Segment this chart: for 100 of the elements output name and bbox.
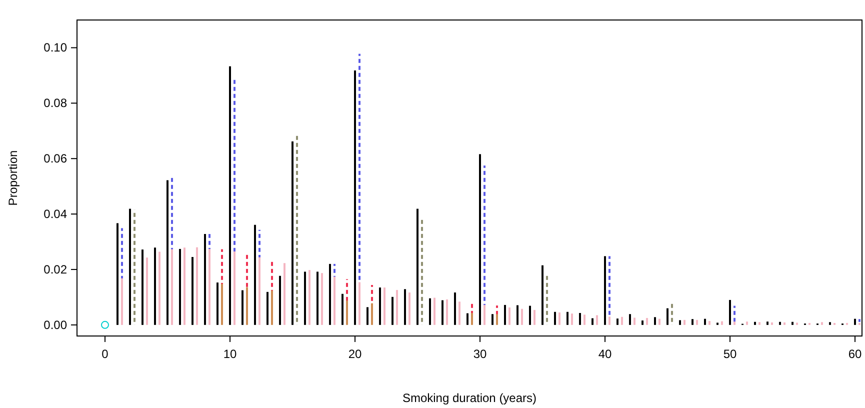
bar [158, 252, 160, 325]
bar [192, 257, 194, 325]
bar [471, 312, 473, 325]
bar [658, 318, 660, 325]
bar [646, 318, 648, 325]
bar [208, 248, 210, 325]
bar [479, 154, 481, 325]
bar [784, 322, 786, 325]
bar [492, 314, 494, 325]
bar [629, 314, 631, 325]
bar [129, 208, 131, 325]
y-tick-label: 0.08 [44, 96, 68, 110]
bar [721, 321, 723, 325]
bar [579, 312, 581, 325]
bar [671, 302, 673, 325]
bar [242, 290, 244, 325]
x-tick-label: 40 [598, 347, 612, 361]
bar [116, 223, 118, 325]
bar [416, 208, 418, 325]
bar [196, 247, 198, 325]
bar [454, 292, 456, 325]
bar [604, 256, 606, 325]
y-axis-title: Proportion [6, 150, 20, 206]
bar [542, 265, 544, 325]
bar [608, 316, 610, 325]
bar [334, 276, 336, 325]
bar [679, 320, 681, 325]
bar [329, 264, 331, 325]
y-tick-label: 0.06 [44, 152, 68, 166]
bar [642, 320, 644, 325]
bar [596, 315, 598, 325]
bar [442, 300, 444, 325]
bar [284, 263, 286, 325]
bar [146, 258, 148, 325]
bar [571, 314, 573, 325]
x-tick-label: 30 [473, 347, 487, 361]
bar [216, 282, 218, 325]
bar [121, 278, 123, 325]
bar [304, 272, 306, 325]
bar [621, 316, 623, 325]
bar [279, 276, 281, 325]
y-tick-label: 0.02 [44, 262, 68, 276]
bar [404, 289, 406, 325]
bar [234, 251, 236, 325]
bar [666, 308, 668, 325]
bar [358, 282, 360, 325]
bar [616, 318, 618, 325]
bar [696, 320, 698, 325]
bar [154, 248, 156, 325]
bar [292, 141, 294, 325]
bar [179, 248, 181, 325]
bar [754, 322, 756, 325]
bar [484, 304, 486, 325]
bar [508, 307, 510, 325]
x-tick-label: 20 [348, 347, 362, 361]
bar [821, 322, 823, 325]
bar [266, 292, 268, 325]
bar [516, 305, 518, 325]
bar [504, 304, 506, 325]
y-tick-label: 0.10 [44, 40, 68, 55]
bar [271, 290, 273, 325]
y-tick-label: 0.00 [44, 318, 68, 332]
bar [396, 290, 398, 325]
bar [171, 249, 173, 325]
bar [342, 294, 344, 325]
bar [421, 218, 423, 325]
bar [371, 303, 373, 325]
bar [792, 322, 794, 325]
bar [534, 310, 536, 325]
bar [434, 298, 436, 325]
bar [446, 299, 448, 325]
bar [246, 287, 248, 325]
bar [429, 298, 431, 325]
bar [229, 66, 231, 325]
bar [684, 320, 686, 325]
bar [221, 284, 223, 325]
bar [166, 180, 168, 325]
bar [704, 318, 706, 325]
bar [592, 318, 594, 325]
x-tick-label: 50 [723, 347, 737, 361]
bar [321, 273, 323, 325]
bar [584, 314, 586, 325]
bar [184, 248, 186, 325]
bar [766, 322, 768, 325]
bar [634, 318, 636, 325]
bar [354, 70, 356, 325]
bar [758, 322, 760, 325]
bar [854, 318, 856, 325]
bar [379, 287, 381, 325]
bar [392, 296, 394, 325]
bar [496, 314, 498, 325]
bar [771, 322, 773, 325]
bar [458, 302, 460, 325]
bar [408, 292, 410, 325]
bar [366, 307, 368, 325]
x-tick-label: 0 [102, 347, 109, 361]
bar [134, 210, 136, 325]
x-axis-title: Smoking duration (years) [402, 391, 537, 405]
bar [529, 306, 531, 325]
bar [746, 322, 748, 325]
